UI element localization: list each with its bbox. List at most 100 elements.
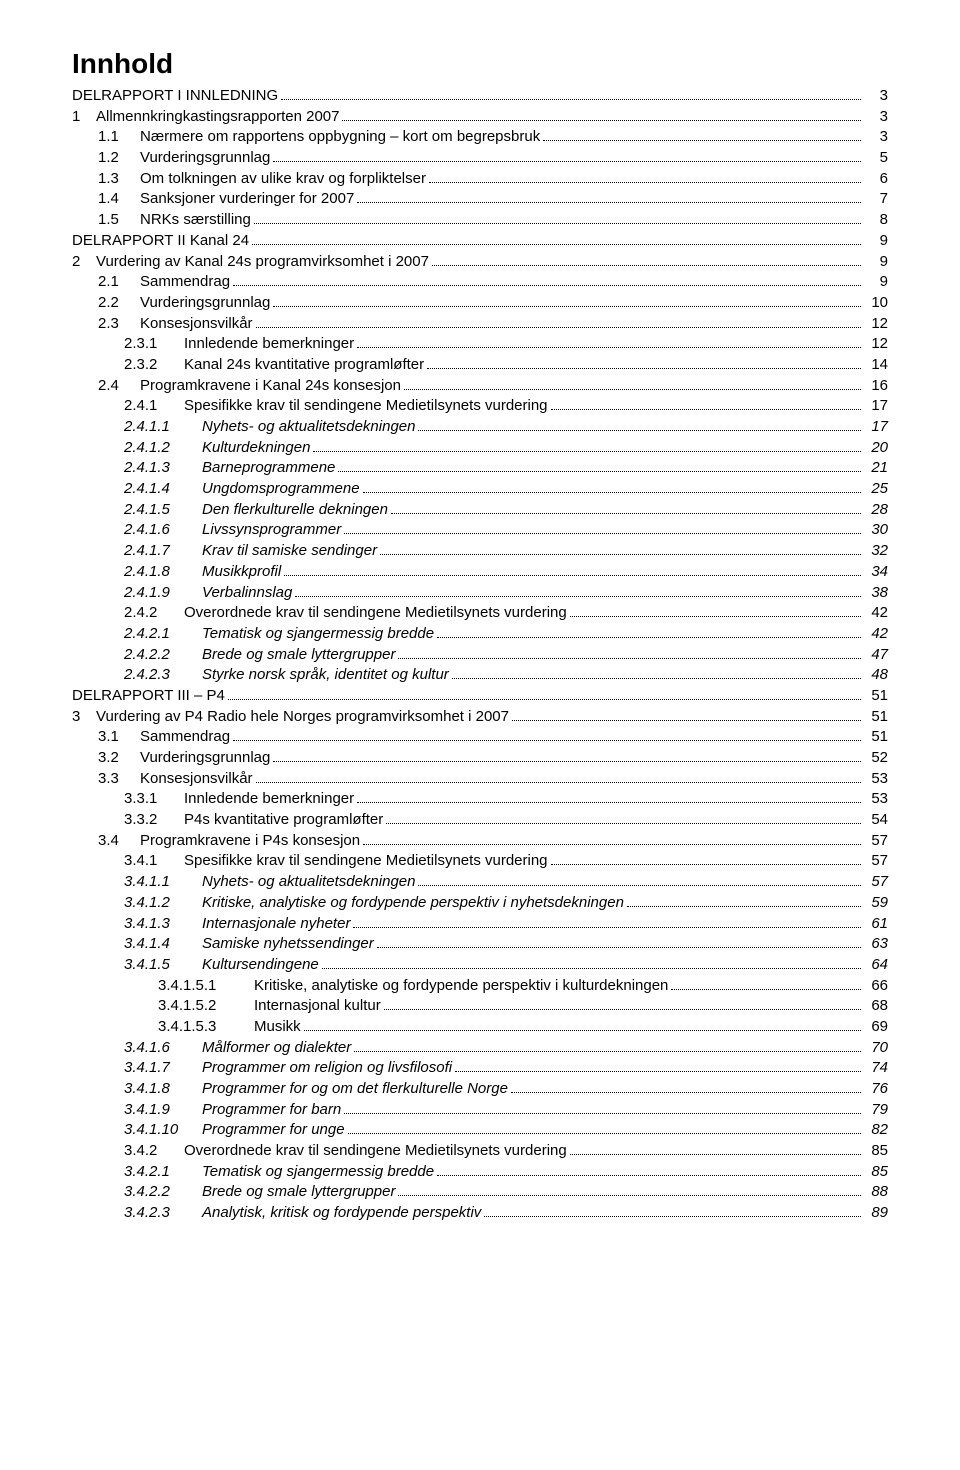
toc-entry-text: DELRAPPORT III – P4 (72, 686, 225, 707)
toc-entry-number: 2.4.1.9 (124, 583, 202, 604)
toc-entry-text: Analytisk, kritisk og fordypende perspek… (202, 1203, 481, 1224)
toc-entry: 2.1Sammendrag9 (72, 272, 888, 293)
toc-entry-text: Den flerkulturelle dekningen (202, 500, 388, 521)
toc-entry-page: 14 (864, 355, 888, 376)
toc-entry-page: 28 (864, 500, 888, 521)
toc-entry-page: 17 (864, 417, 888, 438)
toc-entry-page: 17 (864, 396, 888, 417)
toc-entry: 3.4.1.5.2Internasjonal kultur68 (72, 996, 888, 1017)
toc-entry-page: 57 (864, 872, 888, 893)
toc-entry: 2.3.1Innledende bemerkninger12 (72, 334, 888, 355)
toc-entry: 3.4.1.6Målformer og dialekter70 (72, 1038, 888, 1059)
toc-entry-number: 3.4.2.1 (124, 1162, 202, 1183)
toc-entry: 3.4.1.1Nyhets- og aktualitetsdekningen57 (72, 872, 888, 893)
toc-leader-dots (437, 1175, 861, 1176)
toc-entry: 3.4.2.3Analytisk, kritisk og fordypende … (72, 1203, 888, 1224)
toc-entry-text: Allmennkringkastingsrapporten 2007 (96, 107, 339, 128)
toc-entry-text: Tematisk og sjangermessig bredde (202, 624, 434, 645)
toc-leader-dots (543, 140, 861, 141)
toc-leader-dots (273, 306, 861, 307)
toc-entry-page: 64 (864, 955, 888, 976)
toc-entry-number: 3.4.1.5.1 (158, 976, 254, 997)
toc-entry-number: 3.4.1 (124, 851, 184, 872)
toc-entry-number: 3.3.2 (124, 810, 184, 831)
toc-entry-number: 2.4.1.4 (124, 479, 202, 500)
toc-entry-text: Kritiske, analytiske og fordypende persp… (202, 893, 624, 914)
toc-leader-dots (357, 202, 861, 203)
toc-entry-number: 3.4.1.8 (124, 1079, 202, 1100)
toc-entry: 2.4.2Overordnede krav til sendingene Med… (72, 603, 888, 624)
toc-entry: 3.4.1.9Programmer for barn79 (72, 1100, 888, 1121)
toc-entry-number: 1.4 (98, 189, 140, 210)
toc-entry-number: 2.2 (98, 293, 140, 314)
toc-entry-page: 70 (864, 1038, 888, 1059)
toc-entry-page: 63 (864, 934, 888, 955)
toc-entry-text: Sammendrag (140, 727, 230, 748)
toc-entry: 3.4.1.5.1Kritiske, analytiske og fordype… (72, 976, 888, 997)
toc-entry-text: Krav til samiske sendinger (202, 541, 377, 562)
toc-entry-number: 2.4 (98, 376, 140, 397)
toc-leader-dots (380, 554, 861, 555)
toc-entry-number: 2.4.2 (124, 603, 184, 624)
toc-entry-page: 5 (864, 148, 888, 169)
toc-entry-text: Internasjonal kultur (254, 996, 381, 1017)
toc-entry: 3Vurdering av P4 Radio hele Norges progr… (72, 707, 888, 728)
toc-leader-dots (398, 658, 861, 659)
toc-entry-page: 20 (864, 438, 888, 459)
toc-leader-dots (342, 120, 861, 121)
toc-entry-page: 88 (864, 1182, 888, 1203)
toc-leader-dots (228, 699, 861, 700)
toc-entry-page: 7 (864, 189, 888, 210)
toc-entry-number: 3.4.1.9 (124, 1100, 202, 1121)
toc-entry-number: 2.4.1.6 (124, 520, 202, 541)
toc-entry-page: 3 (864, 127, 888, 148)
toc-entry: 3.4.1.5Kultursendingene64 (72, 955, 888, 976)
toc-entry-page: 32 (864, 541, 888, 562)
toc-entry-page: 66 (864, 976, 888, 997)
toc-leader-dots (671, 989, 861, 990)
toc-entry: DELRAPPORT II Kanal 249 (72, 231, 888, 252)
toc-entry-number: 2.4.1.1 (124, 417, 202, 438)
toc-entry-number: 3.4.2.3 (124, 1203, 202, 1224)
toc-entry-number: 3.4.2.2 (124, 1182, 202, 1203)
toc-entry-text: Innledende bemerkninger (184, 789, 354, 810)
toc-entry-number: 3.4.2 (124, 1141, 184, 1162)
toc-entry-number: 3.1 (98, 727, 140, 748)
toc-entry-text: Musikkprofil (202, 562, 281, 583)
toc-entry: 2Vurdering av Kanal 24s programvirksomhe… (72, 252, 888, 273)
toc-entry: 2.4.1.5Den flerkulturelle dekningen28 (72, 500, 888, 521)
toc-leader-dots (398, 1195, 861, 1196)
toc-leader-dots (551, 864, 861, 865)
toc-entry: 2.4.1Spesifikke krav til sendingene Medi… (72, 396, 888, 417)
toc-leader-dots (570, 1154, 861, 1155)
toc-entry-number: 3.4.1.7 (124, 1058, 202, 1079)
toc-entry-page: 9 (864, 252, 888, 273)
toc-leader-dots (254, 223, 861, 224)
toc-entry-page: 51 (864, 727, 888, 748)
toc-entry-number: 3.4.1.5 (124, 955, 202, 976)
toc-leader-dots (256, 327, 861, 328)
toc-entry-text: Om tolkningen av ulike krav og forplikte… (140, 169, 426, 190)
toc-leader-dots (391, 513, 861, 514)
toc-entry: 2.4.2.3Styrke norsk språk, identitet og … (72, 665, 888, 686)
toc-leader-dots (384, 1009, 861, 1010)
toc-entry: 2.4Programkravene i Kanal 24s konsesjon1… (72, 376, 888, 397)
toc-entry: 2.4.2.2Brede og smale lyttergrupper47 (72, 645, 888, 666)
toc-entry-number: 3.3 (98, 769, 140, 790)
toc-entry-text: Kanal 24s kvantitative programløfter (184, 355, 424, 376)
toc-entry: 3.2Vurderingsgrunnlag52 (72, 748, 888, 769)
toc-entry-number: 3.4 (98, 831, 140, 852)
toc-entry: 2.3Konsesjonsvilkår12 (72, 314, 888, 335)
toc-entry: 2.2Vurderingsgrunnlag10 (72, 293, 888, 314)
toc-entry: 3.3.1Innledende bemerkninger53 (72, 789, 888, 810)
toc-entry-number: 1.1 (98, 127, 140, 148)
toc-entry-text: Nyhets- og aktualitetsdekningen (202, 417, 415, 438)
toc-entry-page: 12 (864, 334, 888, 355)
toc-leader-dots (377, 947, 861, 948)
toc-entry-page: 12 (864, 314, 888, 335)
toc-entry-text: Spesifikke krav til sendingene Medietils… (184, 851, 548, 872)
toc-entry-text: Nærmere om rapportens oppbygning – kort … (140, 127, 540, 148)
toc-leader-dots (284, 575, 861, 576)
toc-leader-dots (338, 471, 861, 472)
toc-entry: 3.4.1Spesifikke krav til sendingene Medi… (72, 851, 888, 872)
